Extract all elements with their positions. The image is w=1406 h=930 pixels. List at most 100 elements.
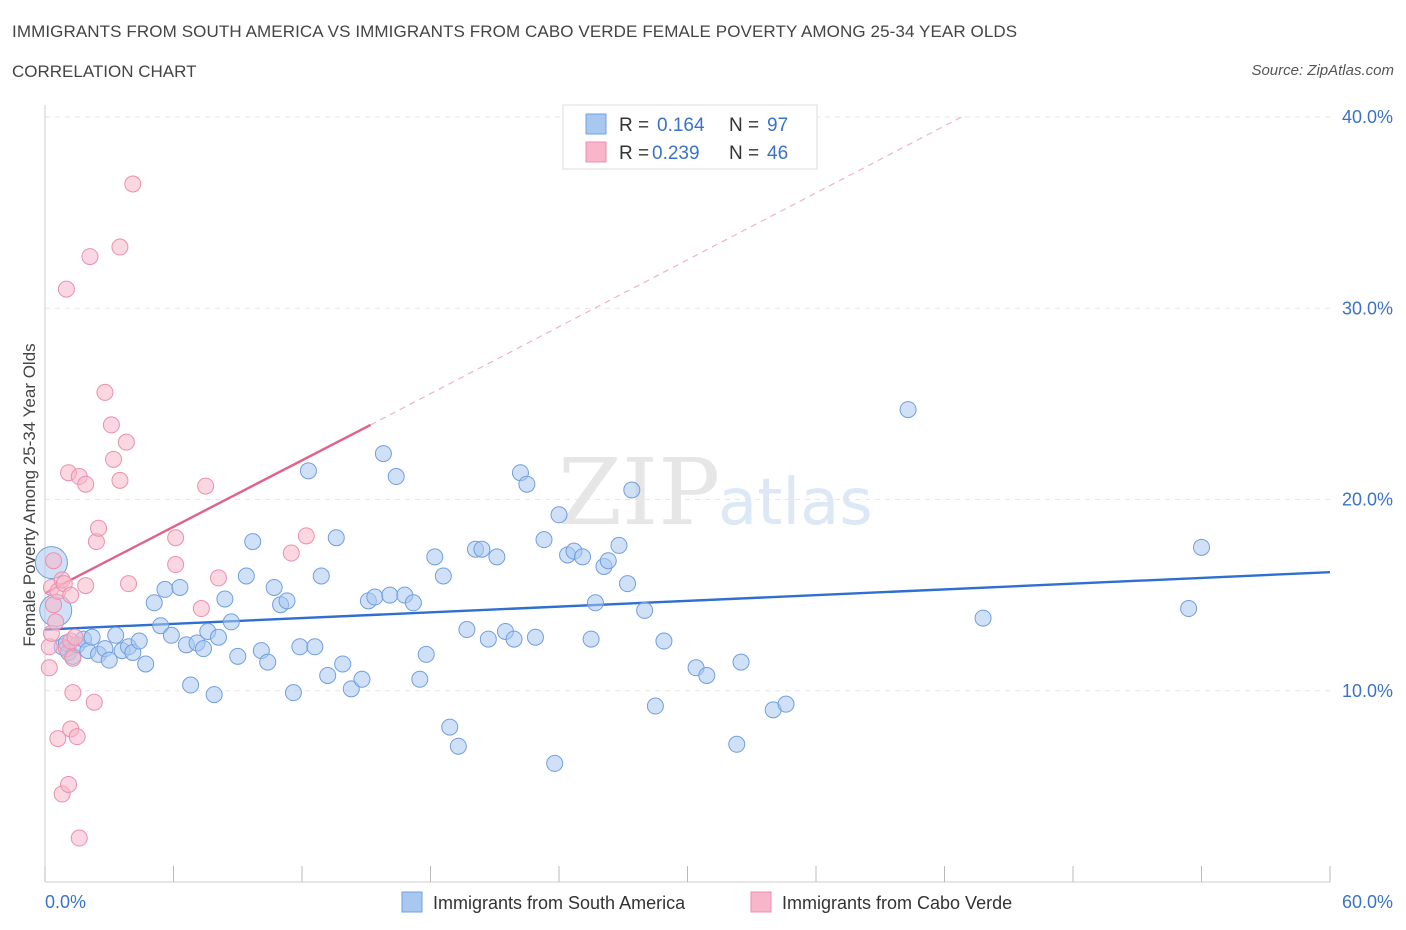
y-tick-label: 30.0%	[1342, 298, 1393, 318]
y-tick-label: 10.0%	[1342, 681, 1393, 701]
point-cabo-verde	[77, 577, 95, 595]
point-south-america	[479, 630, 497, 648]
point-cabo-verde	[64, 684, 82, 702]
legend-swatch-cabo-verde	[750, 891, 772, 913]
axes	[44, 105, 1331, 883]
stats-n-value: 97	[767, 115, 788, 136]
point-cabo-verde	[57, 280, 75, 298]
point-cabo-verde	[40, 659, 58, 677]
stats-r-label: R =	[619, 143, 649, 164]
point-cabo-verde	[117, 433, 135, 451]
point-south-america	[229, 647, 247, 665]
point-south-america	[546, 754, 564, 772]
series-legend: Immigrants from South America Immigrants…	[401, 891, 1012, 913]
point-cabo-verde	[77, 475, 95, 493]
point-south-america	[83, 628, 101, 646]
stats-swatch-south-america	[585, 113, 607, 135]
point-cabo-verde	[111, 471, 129, 489]
point-south-america	[237, 567, 255, 585]
point-south-america	[636, 601, 654, 619]
trend-lines	[44, 116, 1331, 631]
point-south-america	[623, 481, 641, 499]
point-south-america	[162, 626, 180, 644]
point-south-america	[646, 697, 664, 715]
point-south-america	[299, 462, 317, 480]
point-cabo-verde	[66, 628, 84, 646]
point-cabo-verde	[197, 477, 215, 495]
y-tick-label: 40.0%	[1342, 107, 1393, 127]
point-cabo-verde	[167, 556, 185, 574]
point-cabo-verde	[192, 600, 210, 618]
point-south-america	[473, 540, 491, 558]
point-south-america	[449, 737, 467, 755]
stats-legend: R = 0.164 N = 97 R = 0.239 N = 46	[562, 104, 818, 170]
stats-n-value: 46	[767, 143, 788, 164]
point-south-america	[278, 592, 296, 610]
point-south-america	[353, 670, 371, 688]
watermark-atlas: atlas	[718, 466, 873, 540]
point-south-america	[458, 621, 476, 639]
x-tick-label-max: 60.0%	[1342, 892, 1393, 912]
point-south-america	[404, 594, 422, 612]
point-cabo-verde	[60, 775, 78, 793]
point-south-america	[327, 529, 345, 547]
point-south-america	[732, 653, 750, 671]
point-cabo-verde	[111, 238, 129, 256]
point-south-america	[209, 628, 227, 646]
point-south-america	[259, 653, 277, 671]
point-south-america	[306, 638, 324, 656]
point-south-america	[100, 651, 118, 669]
point-south-america	[137, 655, 155, 673]
point-south-america	[194, 640, 212, 658]
point-south-america	[426, 548, 444, 566]
point-south-america	[130, 632, 148, 650]
point-south-america	[441, 718, 459, 736]
source-label: Source: ZipAtlas.com	[1251, 62, 1394, 79]
point-cabo-verde	[64, 649, 82, 667]
point-south-america	[381, 586, 399, 604]
stats-n-label: N =	[729, 143, 759, 164]
point-south-america	[182, 676, 200, 694]
trend-line-south-america	[44, 570, 1331, 631]
watermark: ZIP atlas	[558, 439, 873, 546]
point-south-america	[655, 632, 673, 650]
point-south-america	[777, 695, 795, 713]
point-south-america	[411, 670, 429, 688]
point-cabo-verde	[70, 829, 88, 847]
point-south-america	[265, 578, 283, 596]
legend-label-cabo-verde: Immigrants from Cabo Verde	[782, 893, 1012, 913]
point-south-america	[342, 680, 360, 698]
stats-r-value: 0.239	[652, 143, 700, 164]
trend-line-dashed-cabo-verde	[370, 116, 962, 426]
point-cabo-verde	[62, 586, 80, 604]
point-south-america	[145, 594, 163, 612]
point-cabo-verde	[90, 519, 108, 537]
point-south-america	[488, 548, 506, 566]
point-south-america	[366, 588, 384, 606]
point-cabo-verde	[45, 552, 63, 570]
point-south-america	[535, 531, 553, 549]
point-south-america	[518, 475, 536, 493]
point-south-america	[974, 609, 992, 627]
point-cabo-verde	[68, 728, 86, 746]
trend-line-cabo-verde	[44, 423, 372, 595]
point-south-america	[152, 617, 170, 635]
point-south-america	[374, 445, 392, 463]
point-cabo-verde	[167, 529, 185, 547]
point-cabo-verde	[209, 569, 227, 587]
point-cabo-verde	[105, 450, 123, 468]
point-south-america	[417, 645, 435, 663]
point-cabo-verde	[85, 693, 103, 711]
point-south-america	[244, 533, 262, 551]
point-south-america	[319, 666, 337, 684]
stats-r-value: 0.164	[657, 115, 705, 136]
point-south-america	[526, 628, 544, 646]
stats-r-label: R =	[619, 115, 649, 136]
point-south-america	[216, 590, 234, 608]
stats-swatch-cabo-verde	[585, 141, 607, 163]
grid-lines	[45, 116, 1330, 692]
point-cabo-verde	[81, 248, 99, 266]
point-south-america	[312, 567, 330, 585]
point-cabo-verde	[120, 575, 138, 593]
